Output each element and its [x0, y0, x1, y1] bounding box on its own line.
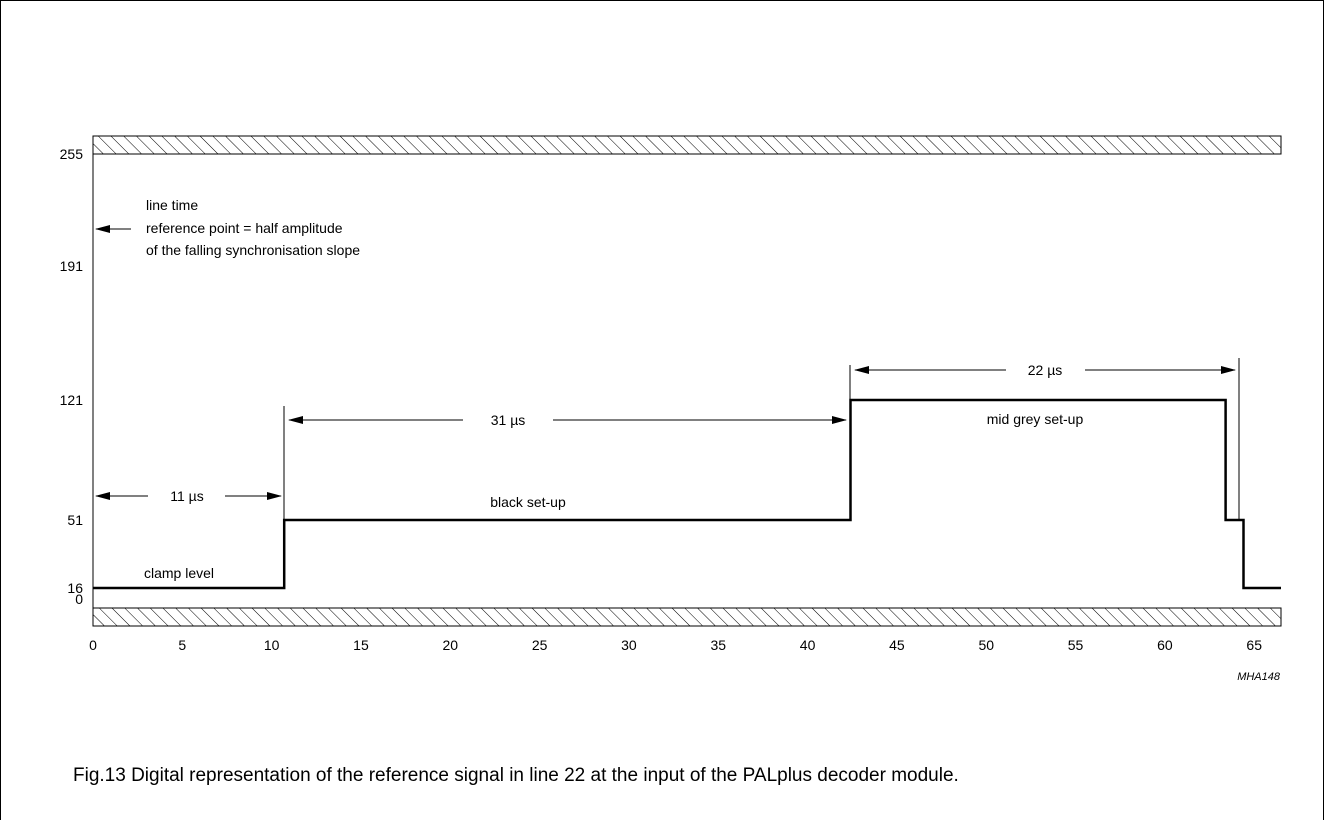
y-tick-label-51: 51	[67, 512, 83, 528]
dim-11us-arrowhead-left	[95, 492, 110, 500]
dim-31us-arrowhead-left	[288, 416, 303, 424]
dim-11us-arrowhead-right	[267, 492, 282, 500]
x-tick-label-45: 45	[889, 637, 905, 653]
dim-31us-arrowhead-right	[832, 416, 847, 424]
y-tick-labels: 016 51 121 191 255	[60, 146, 84, 607]
figure-code: MHA148	[1237, 671, 1281, 683]
y-tick-label-255: 255	[60, 146, 84, 162]
line-time-label-2: reference point = half amplitude	[146, 220, 343, 236]
x-tick-label-5: 5	[178, 637, 186, 653]
x-tick-label-30: 30	[621, 637, 637, 653]
dim-31us-label: 31 µs	[491, 412, 526, 428]
x-tick-label-35: 35	[710, 637, 726, 653]
dimension-31us: 31 µs	[288, 412, 847, 428]
signal-waveform	[93, 398, 1281, 590]
x-tick-label-20: 20	[443, 637, 459, 653]
x-tick-label-60: 60	[1157, 637, 1173, 653]
x-tick-label-40: 40	[800, 637, 816, 653]
line-time-note: line time reference point = half amplitu…	[95, 197, 360, 258]
x-tick-label-15: 15	[353, 637, 369, 653]
black-setup-label: black set-up	[490, 494, 566, 510]
x-tick-label-65: 65	[1246, 637, 1262, 653]
x-tick-label-0: 0	[89, 637, 97, 653]
x-tick-label-50: 50	[978, 637, 994, 653]
line-time-arrowhead	[95, 225, 110, 233]
line-time-label-1: line time	[146, 197, 198, 213]
mid-grey-setup-label: mid grey set-up	[987, 411, 1084, 427]
x-tick-label-10: 10	[264, 637, 280, 653]
dimension-22us: 22 µs	[854, 362, 1236, 378]
clamp-level-label: clamp level	[144, 565, 214, 581]
y-tick-label-16: 16	[67, 580, 83, 596]
dim-22us-arrowhead-right	[1221, 366, 1236, 374]
dimension-11us: 11 µs	[95, 488, 282, 504]
dim-22us-label: 22 µs	[1028, 362, 1063, 378]
y-tick-label-121: 121	[60, 392, 84, 408]
x-tick-label-25: 25	[532, 637, 548, 653]
x-tick-labels: 0 5 10 15 20 25 30 35 40 45 50 55 60 65	[89, 637, 1262, 653]
line-time-label-3: of the falling synchronisation slope	[146, 242, 360, 258]
x-tick-label-55: 55	[1068, 637, 1084, 653]
top-limit-band	[92, 135, 1282, 155]
dim-22us-arrowhead-left	[854, 366, 869, 374]
figure-caption: Fig.13 Digital representation of the ref…	[73, 765, 959, 786]
y-tick-label-191: 191	[60, 258, 84, 274]
dim-11us-label: 11 µs	[170, 488, 204, 504]
y-tick-label-0: 0	[75, 591, 83, 607]
bottom-limit-band	[92, 607, 1282, 627]
